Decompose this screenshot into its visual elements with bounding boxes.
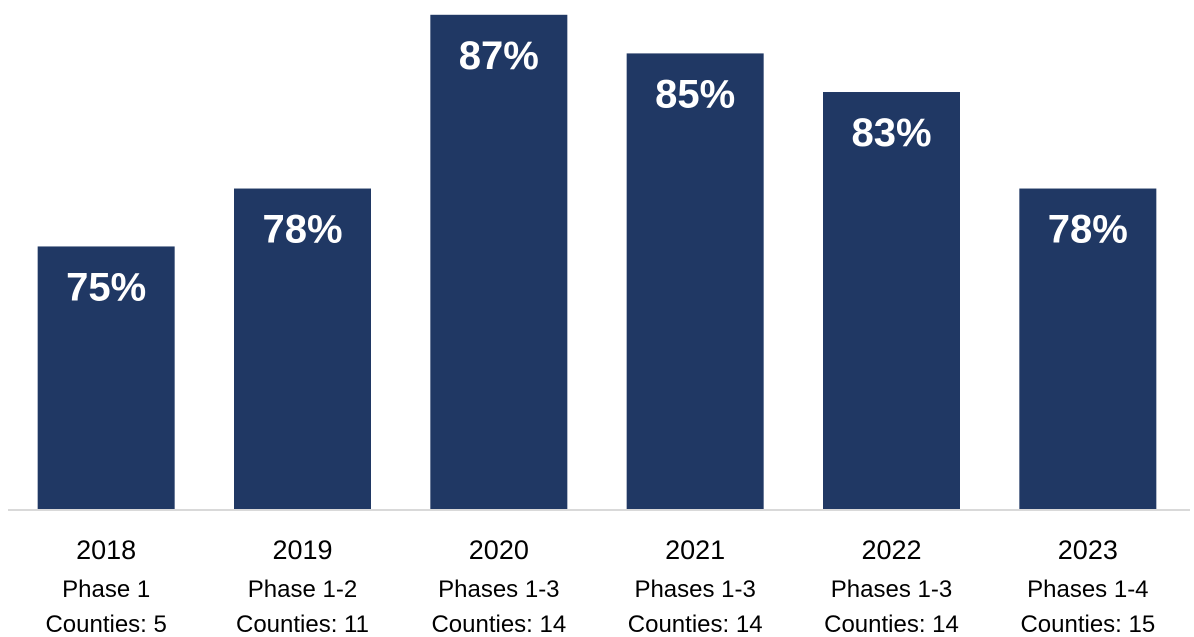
category-label-2021: 2021 [665, 535, 725, 565]
phase-label-2019: Phase 1-2 [248, 576, 357, 603]
category-label-2022: 2022 [861, 535, 921, 565]
category-label-2020: 2020 [469, 535, 529, 565]
category-label-2018: 2018 [76, 535, 136, 565]
bar-2022 [823, 92, 960, 509]
counties-label-2022: Counties: 14 [824, 611, 959, 637]
phase-label-2023: Phases 1-4 [1027, 576, 1148, 603]
category-label-2023: 2023 [1058, 535, 1118, 565]
bar-2023 [1019, 188, 1157, 509]
phase-label-2020: Phases 1-3 [438, 576, 559, 603]
counties-label-2018: Counties: 5 [45, 611, 166, 637]
phase-label-2018: Phase 1 [62, 576, 150, 603]
data-label-2023: 78% [1048, 208, 1128, 252]
data-label-2022: 83% [851, 111, 931, 155]
counties-label-2021: Counties: 14 [628, 611, 763, 637]
data-label-2021: 85% [655, 72, 735, 116]
counties-label-2019: Counties: 11 [236, 611, 369, 637]
data-label-2020: 87% [459, 34, 539, 78]
counties-label-2023: Counties: 15 [1020, 611, 1155, 637]
counties-label-2020: Counties: 14 [431, 611, 566, 637]
bar-2018 [37, 246, 175, 510]
phase-label-2021: Phases 1-3 [634, 576, 755, 603]
bar-2021 [626, 53, 764, 509]
bar-2019 [234, 188, 371, 509]
category-label-2019: 2019 [272, 535, 332, 565]
data-label-2018: 75% [66, 265, 146, 309]
bar-2020 [430, 14, 568, 510]
data-label-2019: 78% [262, 208, 342, 252]
phase-label-2022: Phases 1-3 [831, 576, 952, 603]
